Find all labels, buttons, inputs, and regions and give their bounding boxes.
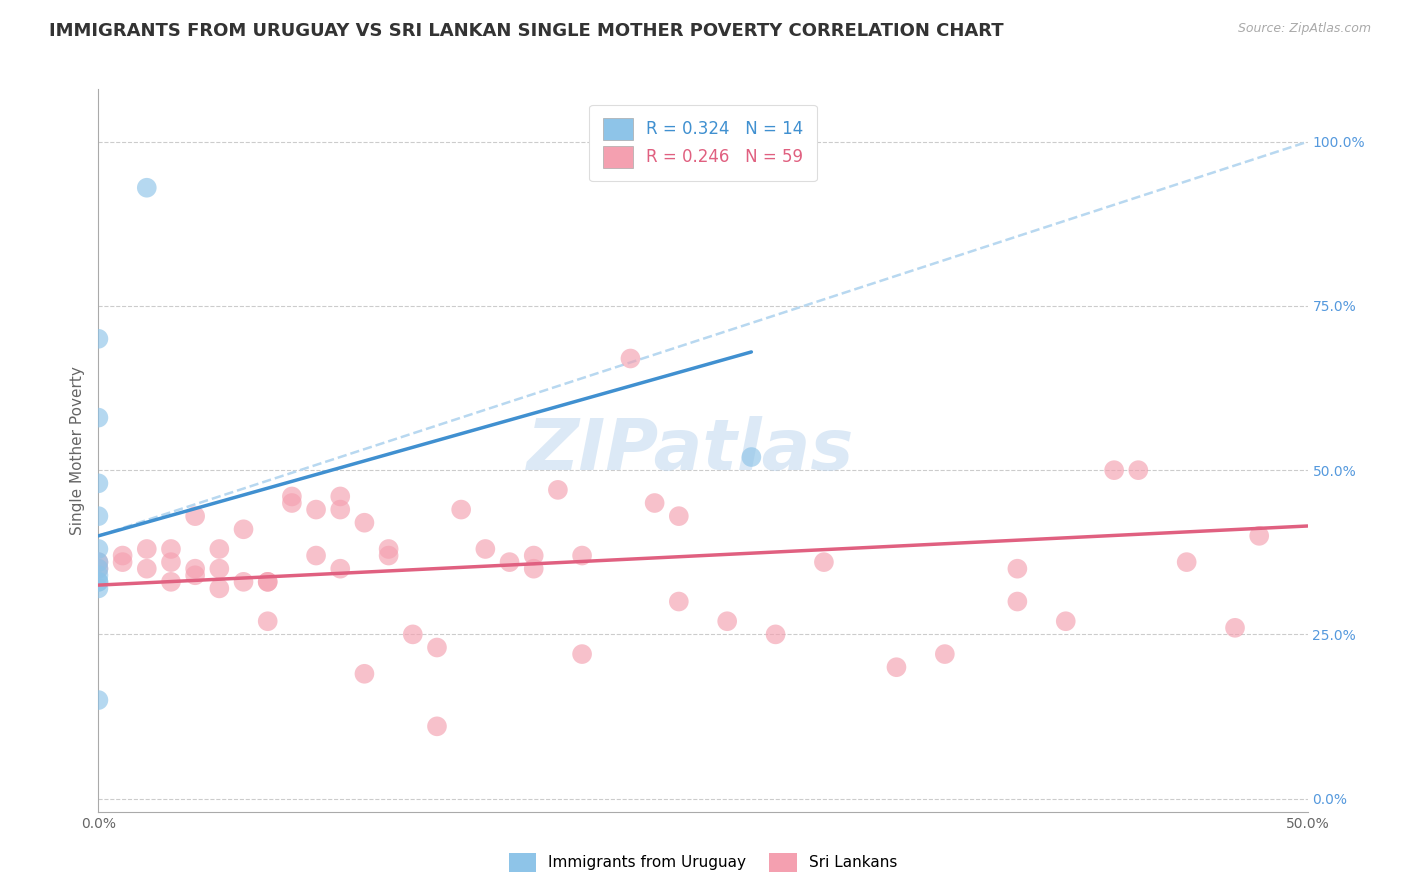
Point [644,496,666,510]
Point [474,541,496,556]
Point [402,627,425,641]
Text: Source: ZipAtlas.com: Source: ZipAtlas.com [1237,22,1371,36]
Point [208,582,231,596]
Point [232,522,254,536]
Point [353,516,375,530]
Point [135,562,157,576]
Point [256,574,278,589]
Y-axis label: Single Mother Poverty: Single Mother Poverty [69,366,84,535]
Point [813,555,835,569]
Point [523,549,546,563]
Point [87,574,110,589]
Point [353,666,375,681]
Point [160,541,183,556]
Point [377,541,399,556]
Point [208,562,231,576]
Point [1054,614,1077,628]
Point [87,574,110,589]
Point [87,410,110,425]
Point [329,490,352,504]
Point [523,562,546,576]
Point [765,627,787,641]
Point [281,496,304,510]
Point [232,574,254,589]
Text: IMMIGRANTS FROM URUGUAY VS SRI LANKAN SINGLE MOTHER POVERTY CORRELATION CHART: IMMIGRANTS FROM URUGUAY VS SRI LANKAN SI… [49,22,1004,40]
Point [256,614,278,628]
Point [1249,529,1271,543]
Point [934,647,956,661]
Point [547,483,569,497]
Point [184,509,207,524]
Point [1223,621,1246,635]
Legend: Immigrants from Uruguay, Sri Lankans: Immigrants from Uruguay, Sri Lankans [501,845,905,880]
Text: ZIPatlas: ZIPatlas [527,416,855,485]
Point [87,476,110,491]
Point [87,555,110,569]
Point [281,490,304,504]
Point [571,549,593,563]
Point [1128,463,1150,477]
Point [1007,594,1029,608]
Point [377,549,399,563]
Point [1175,555,1198,569]
Point [87,568,110,582]
Point [111,549,134,563]
Point [87,541,110,556]
Point [305,549,328,563]
Point [160,555,183,569]
Point [184,568,207,582]
Point [87,582,110,596]
Point [135,180,157,194]
Point [426,719,449,733]
Point [87,693,110,707]
Point [1102,463,1125,477]
Point [184,562,207,576]
Point [87,562,110,576]
Point [135,541,157,556]
Point [668,509,690,524]
Point [87,555,110,569]
Point [305,502,328,516]
Point [716,614,738,628]
Point [619,351,641,366]
Point [1007,562,1029,576]
Point [256,574,278,589]
Point [740,450,762,464]
Point [87,562,110,576]
Point [886,660,908,674]
Point [498,555,520,569]
Point [426,640,449,655]
Point [87,332,110,346]
Point [208,541,231,556]
Legend: R = 0.324   N = 14, R = 0.246   N = 59: R = 0.324 N = 14, R = 0.246 N = 59 [589,104,817,181]
Point [450,502,472,516]
Point [111,555,134,569]
Point [329,562,352,576]
Point [87,509,110,524]
Point [668,594,690,608]
Point [571,647,593,661]
Point [160,574,183,589]
Point [329,502,352,516]
